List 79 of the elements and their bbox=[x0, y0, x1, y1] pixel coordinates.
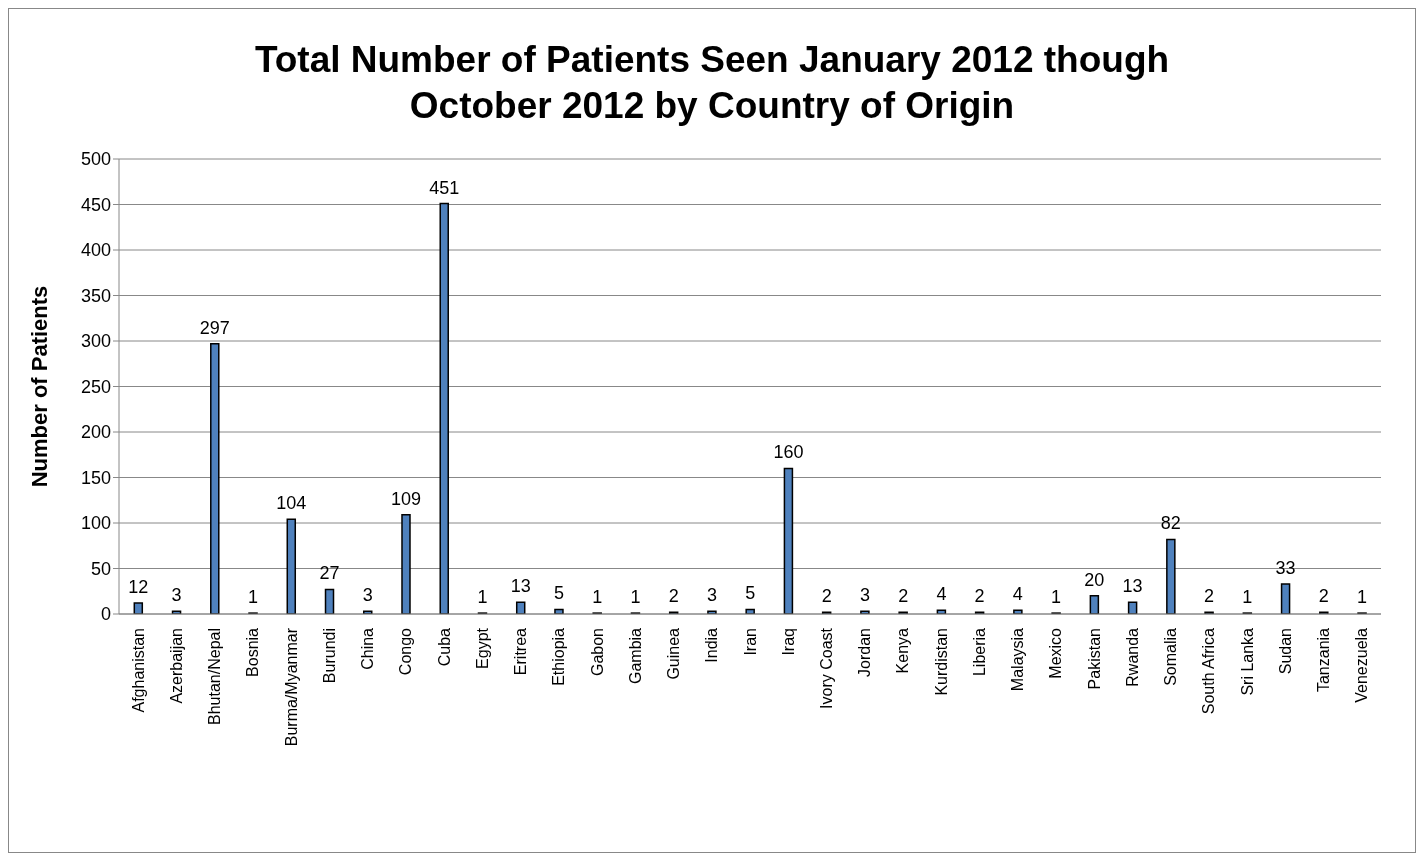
x-tick-label: Iran bbox=[741, 628, 759, 656]
data-label: 5 bbox=[745, 583, 756, 604]
x-tick-label: South Africa bbox=[1200, 627, 1218, 715]
data-label: 1 bbox=[592, 587, 603, 608]
y-tick-label: 150 bbox=[80, 467, 111, 488]
data-label: 3 bbox=[171, 585, 182, 606]
data-label: 13 bbox=[1122, 576, 1143, 597]
x-tick-label: China bbox=[359, 627, 377, 670]
y-tick-label: 300 bbox=[80, 331, 111, 352]
x-tick-label: Tanzania bbox=[1315, 627, 1333, 693]
y-tick-label: 350 bbox=[80, 285, 111, 306]
x-tick-label: Ethiopia bbox=[550, 627, 568, 686]
x-tick-label: Gabon bbox=[588, 628, 606, 677]
x-tick-label: Liberia bbox=[970, 627, 988, 677]
x-tick-label: Eritrea bbox=[512, 627, 530, 676]
x-tick-label: Jordan bbox=[856, 628, 874, 677]
data-label: 2 bbox=[821, 586, 832, 607]
data-label: 1 bbox=[477, 587, 488, 608]
x-tick-label: Gambia bbox=[626, 627, 644, 685]
data-label: 4 bbox=[936, 584, 947, 605]
data-label: 2 bbox=[974, 586, 985, 607]
data-label: 13 bbox=[510, 576, 531, 597]
y-axis-title: Number of Patients bbox=[26, 285, 52, 488]
y-tick-label: 0 bbox=[100, 604, 111, 625]
x-tick-label: Mexico bbox=[1047, 627, 1065, 679]
x-tick-label: Congo bbox=[397, 627, 415, 676]
x-tick-label: Afghanistan bbox=[129, 628, 147, 713]
x-tick-label: Ivory Coast bbox=[817, 627, 835, 709]
data-label: 297 bbox=[199, 317, 230, 338]
chart-title: Total Number of Patients Seen January 2012 though October 2012 by Country of Origin bbox=[253, 38, 1171, 128]
y-tick-label: 50 bbox=[90, 558, 111, 579]
y-tick-label: 450 bbox=[80, 194, 111, 215]
x-tick-label: Bhutan/Nepal bbox=[206, 628, 224, 725]
data-label: 1 bbox=[1242, 587, 1253, 608]
x-tick-label: Sri Lanka bbox=[1238, 627, 1256, 696]
y-tick-label: 500 bbox=[80, 149, 111, 170]
x-tick-label: Rwanda bbox=[1123, 627, 1141, 687]
data-label: 1 bbox=[1051, 587, 1062, 608]
x-tick-label: Sudan bbox=[1276, 628, 1294, 675]
x-tick-label: Somalia bbox=[1162, 627, 1180, 686]
data-label: 2 bbox=[1318, 586, 1329, 607]
data-label: 5 bbox=[553, 583, 564, 604]
data-label: 1 bbox=[1357, 587, 1368, 608]
data-label: 1 bbox=[630, 587, 641, 608]
data-label: 12 bbox=[128, 577, 149, 598]
x-tick-label: Cuba bbox=[435, 627, 453, 667]
y-tick-label: 200 bbox=[80, 422, 111, 443]
y-tick-label: 400 bbox=[80, 240, 111, 261]
x-tick-label: Pakistan bbox=[1085, 628, 1103, 690]
y-tick-label: 100 bbox=[80, 513, 111, 534]
data-label: 160 bbox=[773, 442, 804, 463]
data-label: 27 bbox=[319, 563, 340, 584]
data-label: 3 bbox=[362, 585, 373, 606]
x-tick-label: India bbox=[703, 627, 721, 663]
y-tick-label: 250 bbox=[80, 376, 111, 397]
data-label: 1 bbox=[248, 587, 259, 608]
data-label: 33 bbox=[1275, 557, 1296, 578]
data-label: 82 bbox=[1160, 513, 1181, 534]
x-tick-label: Egypt bbox=[473, 627, 491, 669]
data-label: 2 bbox=[668, 586, 679, 607]
x-tick-label: Iraq bbox=[779, 628, 797, 656]
data-label: 451 bbox=[429, 177, 460, 198]
data-label: 3 bbox=[859, 585, 870, 606]
data-label: 2 bbox=[1204, 586, 1215, 607]
data-label: 3 bbox=[706, 585, 717, 606]
data-label: 20 bbox=[1084, 569, 1105, 590]
x-tick-label: Kurdistan bbox=[932, 628, 950, 696]
x-tick-label: Azerbaijan bbox=[167, 628, 185, 704]
data-label: 104 bbox=[276, 493, 307, 514]
x-tick-label: Venezuela bbox=[1353, 627, 1371, 703]
data-label: 2 bbox=[898, 586, 909, 607]
data-label: 109 bbox=[390, 488, 422, 509]
x-tick-label: Burundi bbox=[320, 628, 338, 684]
data-label: 4 bbox=[1012, 584, 1023, 605]
x-tick-label: Kenya bbox=[894, 627, 912, 674]
x-tick-label: Bosnia bbox=[244, 627, 262, 677]
x-tick-label: Burma/Myanmar bbox=[282, 627, 300, 747]
x-tick-label: Malaysia bbox=[1009, 627, 1027, 692]
x-tick-label: Guinea bbox=[665, 627, 683, 680]
